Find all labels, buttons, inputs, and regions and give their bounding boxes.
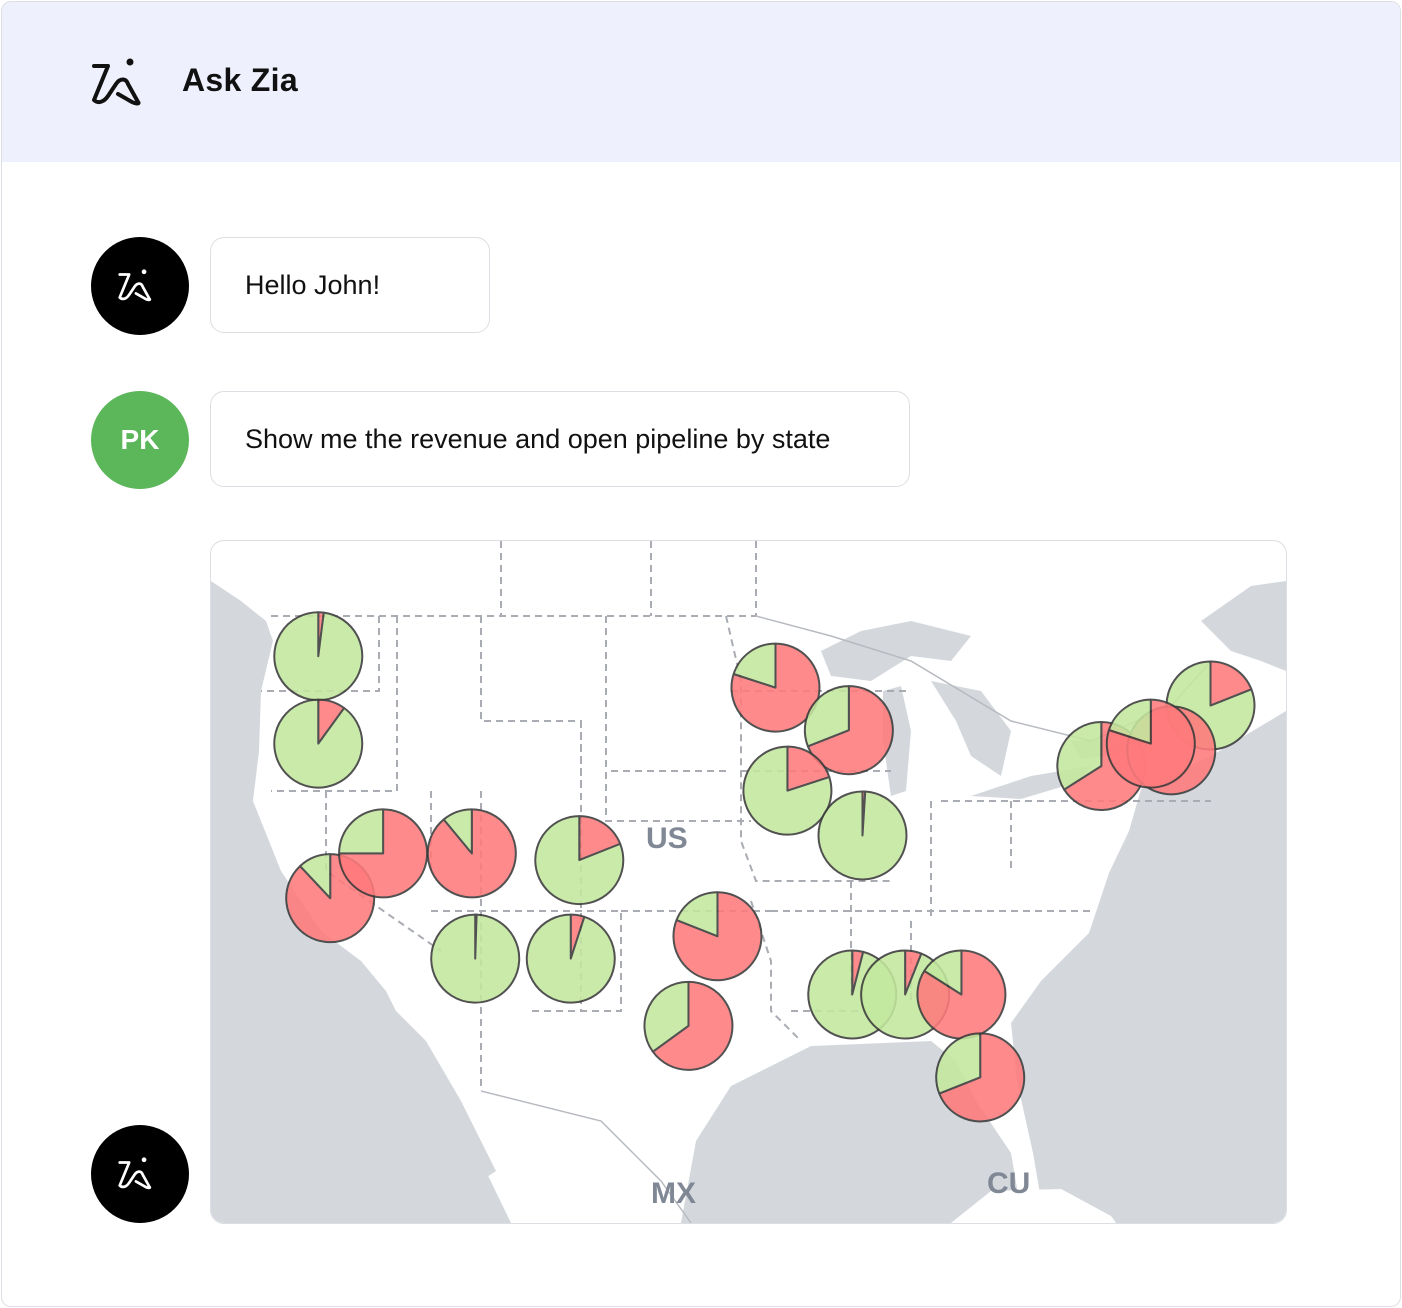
- pie-slice-green[interactable]: [273, 698, 364, 789]
- map-label-mx: MX: [651, 1177, 696, 1210]
- atlantic-ocean: [1011, 711, 1286, 1223]
- pie-slice-green[interactable]: [732, 642, 777, 689]
- gulf-of-st-lawrence: [1201, 581, 1286, 671]
- pie-slice-green[interactable]: [299, 853, 332, 900]
- pie-slice-red[interactable]: [1209, 660, 1253, 707]
- pie-slice-green[interactable]: [442, 808, 473, 855]
- pie-slice-green[interactable]: [1107, 698, 1152, 745]
- pie-marker[interactable]: [525, 913, 616, 1004]
- map-label-cu: CU: [987, 1167, 1030, 1200]
- cuba: [951, 1189, 1116, 1223]
- pie-slice-green[interactable]: [1056, 721, 1103, 791]
- pie-slice-green[interactable]: [534, 815, 625, 906]
- map-svg: US MX CU: [211, 541, 1286, 1223]
- pie-slice-green[interactable]: [817, 790, 908, 881]
- pie-slice-green[interactable]: [935, 1032, 982, 1095]
- pie-slice-green[interactable]: [675, 891, 719, 938]
- pie-slice-green[interactable]: [643, 980, 690, 1053]
- map-label-us: US: [646, 822, 688, 855]
- pie-marker[interactable]: [534, 815, 625, 906]
- pie-slice-green[interactable]: [273, 611, 364, 702]
- pie-marker[interactable]: [338, 808, 429, 899]
- pie-marker[interactable]: [935, 1032, 1026, 1123]
- zia-logo-icon: [92, 58, 141, 106]
- message-bubble: Show me the revenue and open pipeline by…: [210, 391, 910, 487]
- pie-marker[interactable]: [1105, 698, 1196, 789]
- pie-slice-green[interactable]: [338, 808, 385, 855]
- zia-logo-icon: [118, 269, 152, 302]
- pie-markers: [273, 611, 1256, 1123]
- pie-slice-green[interactable]: [525, 913, 616, 1004]
- pie-marker[interactable]: [803, 685, 894, 776]
- pie-marker[interactable]: [730, 642, 821, 733]
- pie-slice-green[interactable]: [430, 913, 521, 1004]
- pie-marker[interactable]: [643, 980, 734, 1071]
- pie-slice-red[interactable]: [338, 808, 429, 899]
- zia-avatar: [91, 237, 189, 335]
- pie-marker[interactable]: [742, 745, 833, 836]
- lake-superior: [821, 621, 971, 681]
- pie-marker[interactable]: [430, 913, 521, 1004]
- pie-slice-green[interactable]: [803, 685, 850, 748]
- user-avatar: PK: [91, 391, 189, 489]
- lake-huron: [931, 681, 1011, 776]
- zia-avatar: [91, 1125, 189, 1223]
- pie-slice-green[interactable]: [923, 949, 963, 996]
- pie-slice-red[interactable]: [578, 815, 622, 862]
- pie-slice-red[interactable]: [938, 1032, 1026, 1123]
- header: Ask Zia: [2, 2, 1400, 162]
- zia-logo-icon: [118, 1157, 152, 1190]
- pie-marker[interactable]: [817, 790, 908, 881]
- pie-marker[interactable]: [426, 808, 517, 899]
- page-title: Ask Zia: [182, 62, 298, 98]
- pie-slice-red[interactable]: [672, 891, 763, 982]
- gulf-of-california: [386, 1001, 496, 1181]
- pie-marker[interactable]: [672, 891, 763, 982]
- pie-marker[interactable]: [273, 698, 364, 789]
- pie-slice-red[interactable]: [651, 980, 734, 1071]
- message-bubble: Hello John!: [210, 237, 490, 333]
- pie-marker[interactable]: [916, 949, 1007, 1040]
- map-chart[interactable]: US MX CU: [210, 540, 1287, 1224]
- pacific-ocean: [211, 581, 511, 1223]
- pie-marker[interactable]: [273, 611, 364, 702]
